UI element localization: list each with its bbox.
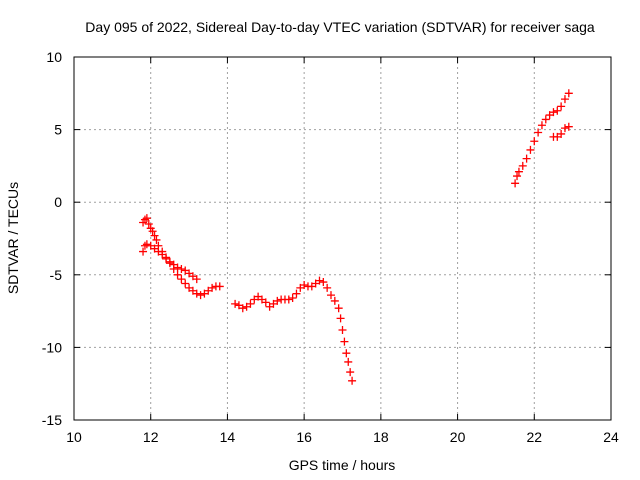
data-point [148,227,157,236]
data-point [346,368,355,377]
data-point [342,349,351,358]
data-point [181,279,190,288]
data-point [231,299,240,308]
data-point [152,235,161,244]
x-tick-label: 10 [66,429,82,445]
data-point [238,304,247,313]
y-tick-label: 10 [46,49,62,65]
data-point [344,357,353,366]
data-point [526,145,535,154]
data-point [142,214,151,223]
data-point [192,289,201,298]
data-point [144,219,153,228]
x-axis-label: GPS time / hours [289,457,396,473]
data-point [319,278,328,287]
data-point [557,129,566,138]
y-tick-label: -5 [50,267,63,283]
series [139,89,573,385]
data-point [534,128,543,137]
data-point [215,282,224,291]
data-point [142,240,151,249]
chart-title: Day 095 of 2022, Sidereal Day-to-day VTE… [85,19,595,35]
data-point [553,106,562,115]
y-tick-label: -10 [42,339,62,355]
data-point [334,304,343,313]
x-tick-label: 12 [143,429,159,445]
data-point [177,275,186,284]
x-tick-label: 14 [220,429,236,445]
data-point [518,161,527,170]
data-point [348,376,357,385]
data-point [246,299,255,308]
data-point [340,337,349,346]
x-tick-label: 22 [526,429,542,445]
x-tick-label: 16 [296,429,312,445]
data-point [541,115,550,124]
y-tick-label: -15 [42,412,62,428]
data-point [292,289,301,298]
series-arc-5 [549,122,573,141]
data-point [192,275,201,284]
data-point [300,280,309,289]
data-point [284,295,293,304]
data-point [564,122,573,131]
data-point [560,95,569,104]
data-point [323,283,332,292]
data-point [330,296,339,305]
data-point [511,179,520,188]
data-point [208,283,217,292]
x-tick-label: 18 [373,429,389,445]
axis-ticks [73,56,612,421]
data-point [564,89,573,98]
x-tick-label: 24 [603,429,619,445]
data-point [150,231,159,240]
data-point [338,325,347,334]
series-arc-4 [511,89,573,188]
data-point [140,215,149,224]
data-point [315,276,324,285]
data-point [513,172,522,181]
data-point [336,314,345,323]
data-point [560,124,569,133]
data-point [139,247,148,256]
data-point [158,250,167,259]
series-arc-3 [231,276,357,385]
data-point [173,263,182,272]
data-point [326,291,335,300]
data-point [557,102,566,111]
data-point [522,154,531,163]
data-point [288,294,297,303]
data-point [173,270,182,279]
y-axis-label: SDTVAR / TECUs [5,182,21,294]
data-point [196,291,205,300]
series-arc-2 [139,240,201,284]
data-point [273,296,282,305]
tick-labels: 10 12 14 16 18 20 22 24 -15 -10 -5 0 5 10 [42,49,619,445]
data-point [514,167,523,176]
grid [74,57,611,420]
x-tick-label: 20 [450,429,466,445]
series-arc-1 [139,214,224,300]
data-point [261,298,270,307]
y-tick-label: 5 [54,122,62,138]
data-point [549,108,558,117]
plot-frame [73,56,612,421]
data-point [530,137,539,146]
y-tick-label: 0 [54,194,62,210]
data-point [177,264,186,273]
data-point [537,121,546,130]
